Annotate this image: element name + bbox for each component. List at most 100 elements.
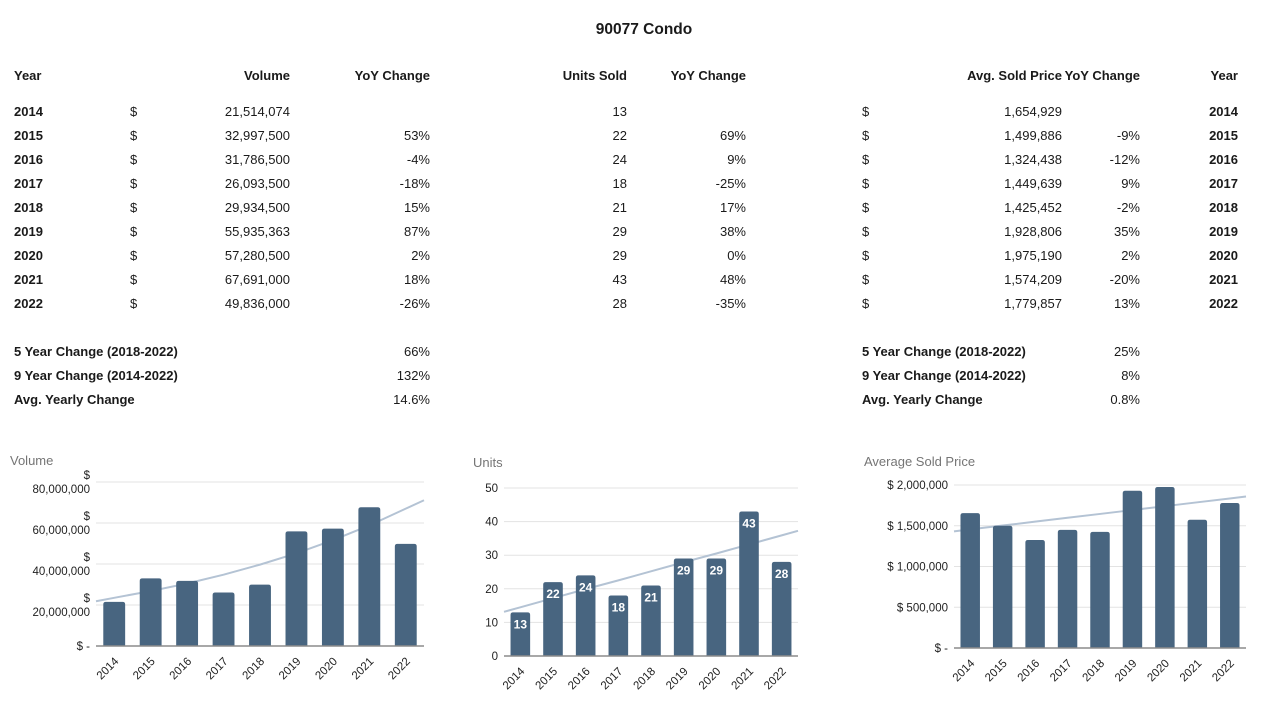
spacer [14,88,1238,100]
cell-year-right: 2022 [1209,296,1238,311]
dollar-sign: $ [130,200,138,215]
dollar-sign: $ [130,152,138,167]
dollar-sign: $ [130,128,138,143]
x-tick-label: 2017 [599,666,626,693]
cell-year-right: 2017 [1209,176,1238,191]
bar-2014 [510,612,531,656]
cell-units: 18 [612,176,627,191]
cell-price-yoy: 9% [1121,176,1140,191]
bar-value-label: 18 [612,601,626,615]
header-year-right: Year [1210,68,1238,83]
cell-price-yoy: -9% [1116,128,1140,143]
cell-units-yoy: 17% [719,200,746,215]
y-tick-label: 30 [485,550,498,562]
table-row: 2022 $49,836,000 -26% 28 -35% $1,779,857 13% 20… [14,292,1238,316]
bar-value-label: 24 [579,580,593,594]
x-tick-label: 2020 [313,656,340,683]
cell-units: 28 [612,296,627,311]
x-tick-label: 2017 [204,656,231,683]
table-header-row: Year Volume YoY Change Units Sold YoY Change… [14,64,1238,88]
cell-volume-yoy: -18% [399,176,430,191]
dollar-sign: $ [862,152,870,167]
cell-volume-yoy: 53% [403,128,430,143]
bar-2015 [543,582,563,656]
x-tick-label: 2016 [168,656,195,683]
cell-volume-yoy: 2% [411,248,430,263]
cell-price: 1,928,806 [1004,224,1062,239]
bar-2014 [960,513,980,648]
cell-units-yoy: 9% [727,152,746,167]
bar-value-label: 43 [742,517,756,531]
dollar-sign: $ [130,296,138,311]
chart-title: Units [473,455,503,470]
y-tick-label: $ 2,000,000 [887,480,948,492]
y-tick-label: $ [84,511,91,523]
avg-sold-price-bar-chart: Average Sold Price $ - $ 500,000 $ 1,000,00… [856,448,1266,714]
bar-2018 [249,584,271,646]
cell-year-right: 2018 [1209,200,1238,215]
bar-value-label: 29 [677,564,691,578]
summary-row: Avg. Yearly Change 14.6% Avg. Yearly Chang… [14,388,1238,412]
y-tick-label: $ 500,000 [897,602,948,614]
cell-units-yoy: 48% [719,272,746,287]
trendline [953,495,1247,533]
y-tick-label: 20 [485,584,498,596]
x-tick-label: 2014 [501,665,528,692]
cell-units-yoy: 69% [719,128,746,143]
summary-right-value: 25% [1113,344,1140,359]
header-volume: Volume [244,68,290,83]
x-tick-label: 2014 [95,655,122,682]
cell-units: 22 [612,128,627,143]
x-tick-label: 2015 [131,656,158,683]
summary-left-value: 66% [403,344,430,359]
cell-year-right: 2021 [1209,272,1238,287]
x-tick-label: 2018 [632,666,659,693]
bar-2019 [285,531,308,646]
units-bar-chart: Units 0 10 20 30 40 50 13 22 24 18 21 29 29 43 28 2014 20… [470,450,815,714]
x-tick-label: 2016 [566,666,593,693]
x-tick-label: 2015 [983,658,1010,685]
header-volume-yoy: YoY Change [354,68,430,83]
summary-right-label: Avg. Yearly Change [862,392,983,407]
bar-2017 [212,592,235,646]
cell-year-left: 2020 [14,248,43,263]
cell-year-right: 2020 [1209,248,1238,263]
bar-value-label: 13 [514,617,528,631]
cell-volume: 31,786,500 [224,152,290,167]
cell-price: 1,449,639 [1004,176,1062,191]
summary-left-label: Avg. Yearly Change [14,392,135,407]
bar-2021 [358,507,381,646]
chart-svg: Average Sold Price $ - $ 500,000 $ 1,000,00… [864,454,1247,685]
y-tick-label: $ [84,470,91,482]
summary-left-label: 9 Year Change (2014-2022) [14,368,178,383]
bar-2019 [1122,490,1143,648]
header-price-yoy: YoY Change [1064,68,1140,83]
table-row: 2018 $29,934,500 15% 21 17% $1,425,452 -2% 2018 [14,196,1238,220]
cell-units-yoy: 38% [719,224,746,239]
x-tick-label: 2019 [664,666,691,693]
y-tick-label: 40 [485,517,498,529]
bar-2015 [992,525,1013,648]
bar-2022 [771,561,792,656]
cell-volume-yoy: -26% [399,296,430,311]
bar-2021 [739,511,759,656]
cell-volume-yoy: 87% [403,224,430,239]
summary-right-value: 0.8% [1110,392,1140,407]
dollar-sign: $ [130,248,138,263]
dollar-sign: $ [862,248,870,263]
cell-price-yoy: 35% [1113,224,1140,239]
header-units-sold: Units Sold [562,68,627,83]
dollar-sign: $ [862,224,870,239]
chart-svg: Volume $ - $20,000,000 $40,000,000 $60,000,0… [10,453,425,683]
bar-2020 [1155,487,1175,648]
cell-volume: 55,935,363 [224,224,290,239]
summary-right-label: 5 Year Change (2018-2022) [862,344,1026,359]
y-tick-label: 60,000,000 [32,525,90,537]
cell-year-left: 2014 [14,104,43,119]
summary-left-value: 132% [396,368,430,383]
bar-2015 [139,578,162,646]
bar-2021 [1187,519,1208,648]
bar-2017 [1057,529,1078,648]
cell-volume: 29,934,500 [224,200,290,215]
